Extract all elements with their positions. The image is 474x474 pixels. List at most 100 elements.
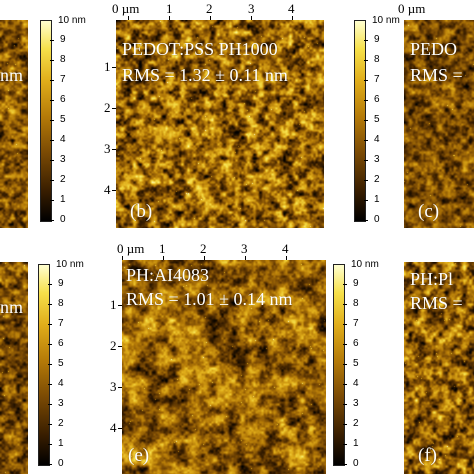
colorbar-4-ticks-tick-6 [343, 344, 347, 345]
panel-b-y-tick-label-1: 1 [104, 59, 111, 74]
colorbar-1-ticks-label-3: 3 [60, 154, 66, 165]
colorbar-1-ticks-label-8: 8 [60, 54, 66, 65]
colorbar-3-ticks-tick-3 [48, 404, 52, 405]
panel-b-x-tick-4 [292, 16, 293, 20]
colorbar-2-ticks-tick-0 [364, 220, 368, 221]
panel-f-title: PH:Pl [410, 269, 454, 289]
colorbar-4-ticks-label-6: 6 [353, 338, 359, 349]
afm-texture-a [0, 20, 28, 228]
panel-e-letter: (e) [128, 445, 150, 466]
colorbar-3-ticks-tick-7 [48, 324, 52, 325]
panel-e-rms: RMS = 1.01 ± 0.14 nm [126, 289, 293, 309]
colorbar-2-ticks-tick-3 [364, 160, 368, 161]
panel-e-title: PH:AI4083 [126, 265, 210, 285]
panel-e-y-tick-label-2: 2 [110, 338, 117, 353]
colorbar-2-ticks-label-9: 9 [374, 34, 380, 45]
colorbar-1-ticks-tick-8 [50, 60, 54, 61]
panel-e-x-tick-label-0: 0 µm [117, 241, 145, 256]
colorbar-3-ticks-label-5: 5 [58, 358, 64, 369]
afm-texture-b [116, 20, 324, 228]
panel-b-x-tick-label-3: 3 [248, 1, 255, 16]
afm-texture-d [0, 262, 28, 474]
colorbar-2-ticks-tick-7 [364, 80, 368, 81]
colorbar-2-ticks-label-2: 2 [374, 174, 380, 185]
colorbar-3-ticks-tick-6 [48, 344, 52, 345]
panel-b-x-tick-1 [169, 16, 170, 20]
colorbar-3-ticks-label-6: 6 [58, 338, 64, 349]
colorbar-3-ticks-tick-9 [48, 284, 52, 285]
colorbar-3-ticks-label-9: 9 [58, 278, 64, 289]
panel-e-x-tick-3 [245, 256, 246, 260]
panel-b-x-tick-label-0: 0 µm [112, 1, 140, 16]
colorbar-1-ticks-tick-4 [50, 140, 54, 141]
panel-c-title: PEDO [410, 39, 458, 59]
colorbar-3-ticks-label-8: 8 [58, 298, 64, 309]
colorbar-2-ticks-label-5: 5 [374, 114, 380, 125]
panel-e-x-tick-0 [122, 256, 123, 260]
panel-e-y-tick-1 [118, 305, 122, 306]
colorbar-4-ticks-label-4: 4 [353, 378, 359, 389]
colorbar-4-ticks-label-3: 3 [353, 398, 359, 409]
colorbar-3-ticks-tick-8 [48, 304, 52, 305]
colorbar-3-ticks-label-0: 0 [58, 458, 64, 469]
colorbar-2-ticks-label-4: 4 [374, 134, 380, 145]
panel-e-y-tick-label-4: 4 [110, 420, 117, 435]
panel-c-x-tick-label-0: 0 µm [398, 1, 426, 16]
colorbar-4-ticks-tick-3 [343, 404, 347, 405]
colorbar-2-ticks-tick-1 [364, 200, 368, 201]
colorbar-3-ticks-label-1: 1 [58, 438, 64, 449]
panel-e-y-tick-label-1: 1 [110, 297, 117, 312]
height-colorbar-3 [38, 264, 50, 466]
afm-texture-e [122, 260, 326, 474]
colorbar-1-ticks-tick-3 [50, 160, 54, 161]
panel-b-x-tick-0 [128, 16, 129, 20]
colorbar-1-ticks-label-4: 4 [60, 134, 66, 145]
panel-b-title: PEDOT:PSS PH1000 [122, 39, 278, 59]
panel-b-y-tick-1 [112, 67, 116, 68]
panel-b-letter: (b) [130, 201, 153, 222]
panel-b-y-tick-2 [112, 108, 116, 109]
afm-image-b: PEDOT:PSS PH1000 RMS = 1.32 ± 0.11 nm (b… [116, 20, 324, 228]
panel-b-y-tick-4 [112, 190, 116, 191]
colorbar-2-ticks-tick-5 [364, 120, 368, 121]
colorbar-1-ticks-label-0: 0 [60, 214, 66, 225]
panel-e-x-tick-label-2: 2 [200, 241, 207, 256]
panel-e-y-tick-4 [118, 428, 122, 429]
colorbar-2-ticks-label-3: 3 [374, 154, 380, 165]
colorbar-2-ticks-label-6: 6 [374, 94, 380, 105]
colorbar-4-ticks-label-5: 5 [353, 358, 359, 369]
panel-e-x-tick-label-3: 3 [241, 241, 248, 256]
colorbar-3-ticks-tick-5 [48, 364, 52, 365]
colorbar-3-ticks-label-3: 3 [58, 398, 64, 409]
colorbar-4-ticks-label-2: 2 [353, 418, 359, 429]
colorbar-1-ticks-tick-6 [50, 100, 54, 101]
colorbar-2-ticks-label-0: 0 [374, 214, 380, 225]
panel-e-x-tick-2 [204, 256, 205, 260]
colorbar-4-ticks-label-8: 8 [353, 298, 359, 309]
panel-e-x-tick-1 [163, 256, 164, 260]
panel-b-x-tick-label-2: 2 [206, 1, 213, 16]
colorbar-3-ticks-tick-1 [48, 444, 52, 445]
colorbar-3-max-label: 10 nm [56, 259, 84, 270]
colorbar-4-ticks-tick-5 [343, 364, 347, 365]
panel-b-x-tick-3 [251, 16, 252, 20]
colorbar-2-ticks-tick-4 [364, 140, 368, 141]
colorbar-2-ticks-tick-2 [364, 180, 368, 181]
colorbar-2-ticks-label-1: 1 [374, 194, 380, 205]
afm-texture-c [404, 20, 474, 228]
panel-d-rms-fragment: nm [0, 297, 24, 317]
panel-b-x-tick-label-4: 4 [288, 1, 295, 16]
colorbar-4-ticks-tick-8 [343, 304, 347, 305]
panel-e-x-tick-4 [286, 256, 287, 260]
panel-e-y-tick-2 [118, 346, 122, 347]
panel-b-x-tick-label-1: 1 [166, 1, 173, 16]
colorbar-3-ticks-tick-4 [48, 384, 52, 385]
colorbar-4-ticks-tick-7 [343, 324, 347, 325]
panel-b-y-tick-label-3: 3 [104, 141, 111, 156]
colorbar-1-ticks-label-5: 5 [60, 114, 66, 125]
colorbar-4-ticks-tick-9 [343, 284, 347, 285]
panel-b-rms: RMS = 1.32 ± 0.11 nm [122, 65, 288, 85]
colorbar-3-ticks-label-4: 4 [58, 378, 64, 389]
height-colorbar-2 [354, 20, 366, 222]
colorbar-1-ticks-tick-0 [50, 220, 54, 221]
